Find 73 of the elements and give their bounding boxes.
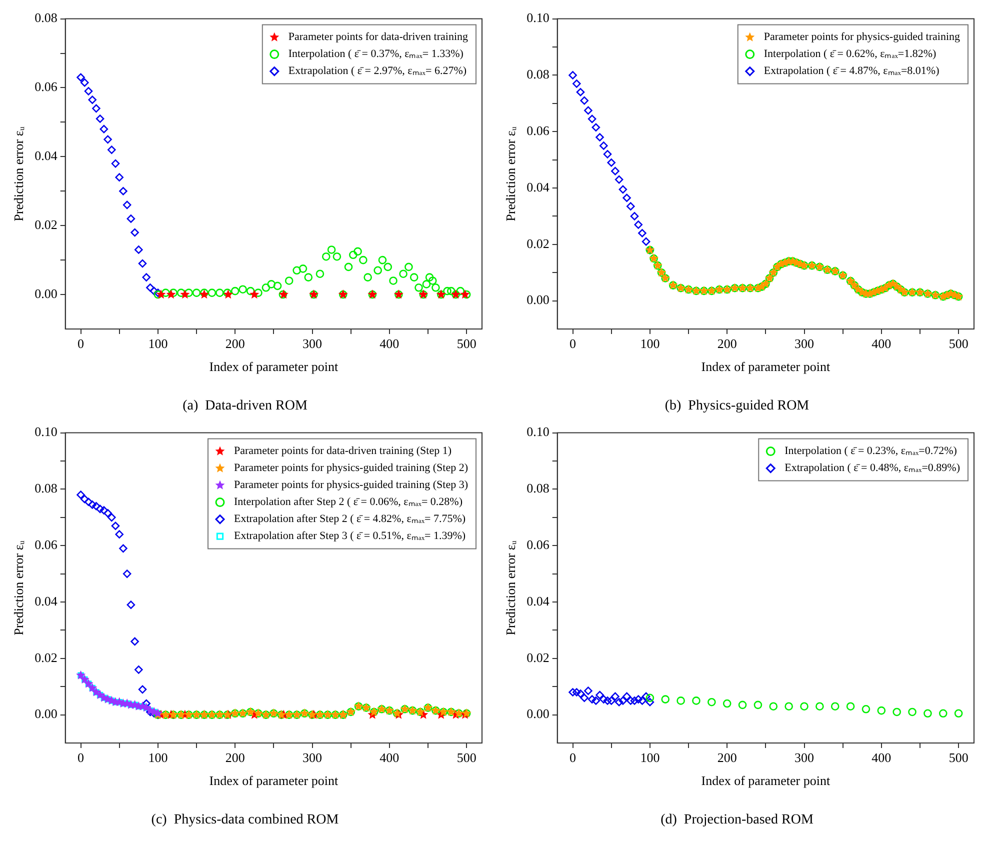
legend-label: Parameter points for physics-guided training (Step 2) <box>234 462 468 474</box>
legend-label: Extrapolation ( ε̄ = 2.97%, εₘₐₓ= 6.27%) <box>288 65 467 78</box>
legend-label: Interpolation after Step 2 ( ε̄ = 0.06%, εₘₐₓ= 0.28%) <box>234 496 463 508</box>
y-tick-label: 0.08 <box>34 10 58 26</box>
y-tick-label: 0.02 <box>34 650 58 665</box>
y-tick-label: 0.04 <box>526 179 550 194</box>
y-tick-label: 0.08 <box>34 480 58 496</box>
y-tick-label: 0.06 <box>526 537 550 552</box>
text: (c) Physics-data combined ROM <box>151 812 340 828</box>
text: (d) Projection-based ROM <box>660 812 814 828</box>
y-tick-label: 0.06 <box>34 537 58 552</box>
x-axis-title: Index of parameter point <box>209 772 338 788</box>
y-tick-label: 0.00 <box>34 706 58 722</box>
x-tick-label: 100 <box>148 336 168 352</box>
legend-label: Parameter points for data-driven training (Step 1) <box>234 445 452 458</box>
legend-label: Extrapolation after Step 2 ( ε̄ = 4.82%, εₘₐₓ= 7.75%) <box>234 513 466 526</box>
x-tick-label: 200 <box>717 750 737 766</box>
y-tick-label: 0.08 <box>526 480 550 496</box>
text: (a) Data-driven ROM <box>182 398 308 414</box>
y-axis-title: Prediction error εᵤ <box>11 126 26 222</box>
y-axis-title: Prediction error εᵤ <box>11 540 26 636</box>
x-tick-label: 300 <box>302 336 322 352</box>
y-tick-label: 0.04 <box>526 593 550 608</box>
x-tick-label: 500 <box>948 750 968 766</box>
x-tick-label: 200 <box>225 750 245 766</box>
x-tick-label: 400 <box>872 336 892 352</box>
x-tick-label: 200 <box>225 336 245 352</box>
legend-label: Parameter points for physics-guided training (Step 3) <box>234 479 468 492</box>
text: (b) Physics-guided ROM <box>664 398 810 414</box>
y-tick-label: 0.00 <box>526 292 550 308</box>
y-tick-label: 0.04 <box>34 593 58 608</box>
x-tick-label: 400 <box>380 750 400 766</box>
x-tick-label: 400 <box>872 750 892 766</box>
y-tick-label: 0.10 <box>526 10 550 26</box>
y-tick-label: 0.08 <box>526 66 550 82</box>
x-tick-label: 300 <box>302 750 322 766</box>
x-tick-label: 500 <box>456 750 476 766</box>
x-tick-label: 100 <box>640 750 660 766</box>
y-axis-title: Prediction error εᵤ <box>503 126 518 222</box>
y-axis-title: Prediction error εᵤ <box>503 540 518 636</box>
y-tick-label: 0.04 <box>34 148 58 164</box>
x-tick-label: 500 <box>456 336 476 352</box>
x-tick-label: 100 <box>148 750 168 766</box>
y-tick-label: 0.02 <box>526 650 550 665</box>
legend-label: Parameter points for data-driven training <box>288 31 468 44</box>
x-tick-label: 200 <box>717 336 737 352</box>
legend-label: Interpolation ( ε̄ = 0.23%, εₘₐₓ=0.72%) <box>784 445 958 458</box>
y-tick-label: 0.06 <box>34 79 58 94</box>
x-tick-label: 400 <box>380 336 400 352</box>
x-tick-label: 100 <box>640 336 660 352</box>
y-tick-label: 0.00 <box>34 286 58 301</box>
x-axis-title: Index of parameter point <box>701 772 830 788</box>
legend-label: Extrapolation after Step 3 ( ε̄ = 0.51%, εₘₐₓ= 1.39%) <box>234 530 466 542</box>
x-tick-label: 300 <box>794 750 814 766</box>
y-tick-label: 0.10 <box>526 424 550 440</box>
legend-label: Extrapolation ( ε̄ = 4.87%, εₘₐₓ=8.01%) <box>764 65 940 78</box>
x-tick-label: 500 <box>948 336 968 352</box>
y-tick-label: 0.10 <box>34 424 58 440</box>
x-tick-label: 0 <box>78 750 84 766</box>
legend-label: Interpolation ( ε̄ = 0.62%, εₘₐₓ=1.82%) <box>764 48 937 60</box>
x-tick-label: 0 <box>570 750 576 766</box>
x-tick-label: 300 <box>794 336 814 352</box>
legend-label: Parameter points for physics-guided training <box>764 31 960 44</box>
y-tick-label: 0.02 <box>34 217 58 232</box>
y-tick-label: 0.06 <box>526 123 550 138</box>
x-tick-label: 0 <box>570 336 576 352</box>
x-tick-label: 0 <box>78 336 84 352</box>
legend-label: Extrapolation ( ε̄ = 0.48%, εₘₐₓ=0.89%) <box>784 462 960 474</box>
x-axis-title: Index of parameter point <box>209 358 338 374</box>
legend-label: Interpolation ( ε̄ = 0.37%, εₘₐₓ= 1.33%) <box>288 48 464 60</box>
x-axis-title: Index of parameter point <box>701 358 830 374</box>
y-tick-label: 0.00 <box>526 706 550 722</box>
y-tick-label: 0.02 <box>526 236 550 251</box>
